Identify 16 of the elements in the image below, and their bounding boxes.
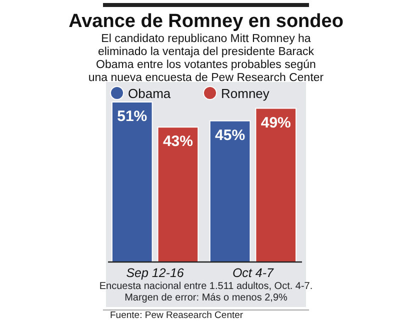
- legend-label: Obama: [128, 86, 172, 101]
- text: Encuesta nacional entre 1.511 adultos, Oct. 4-7.: [99, 281, 313, 292]
- bar: [255, 108, 297, 262]
- data-label: 49%: [260, 114, 291, 132]
- source-note: Fuente: Pew Reasearch Center: [110, 310, 244, 321]
- chart-subtitle: El candidato republicano Mitt Romney ha eliminado la ventaja del presidente Barack Obama entre los votantes probables según una nueva encuesta de Pew Research Center: [88, 33, 324, 84]
- data-label: 43%: [162, 133, 193, 150]
- data-label: 45%: [215, 126, 246, 144]
- data-label: 51%: [117, 108, 148, 125]
- bar: [157, 126, 199, 262]
- x-tick-label: Sep 12-16: [126, 266, 184, 280]
- chart-title: Avance de Romney en sondeo: [68, 11, 344, 32]
- text: Margen de error: Más o menos 2,9%: [124, 292, 288, 304]
- x-tick-label: Oct 4-7: [232, 266, 274, 280]
- bar: [209, 120, 251, 262]
- legend-label: Romney: [221, 86, 270, 101]
